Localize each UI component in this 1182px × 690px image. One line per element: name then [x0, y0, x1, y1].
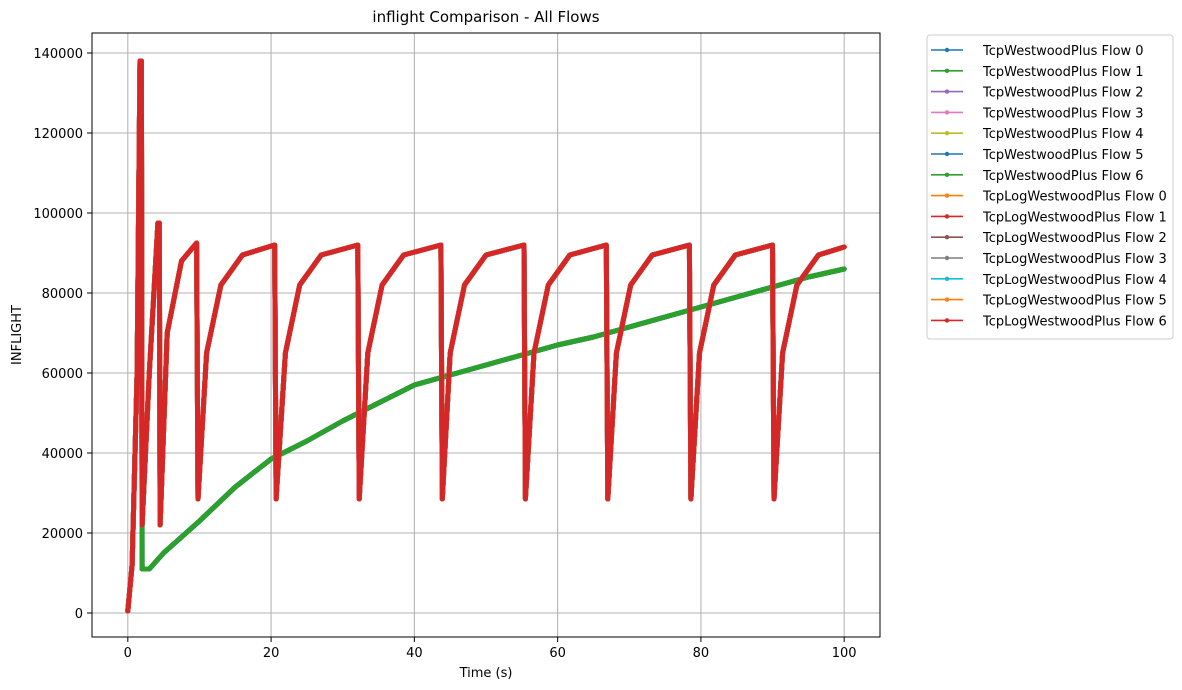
- series-lines: [125, 58, 847, 614]
- x-tick-label: 100: [832, 646, 857, 661]
- y-tick-label: 0: [75, 607, 83, 622]
- x-tick-label: 80: [693, 646, 710, 661]
- y-tick-label: 40000: [42, 447, 83, 462]
- legend-label: TcpLogWestwoodPlus Flow 3: [982, 252, 1167, 267]
- legend-box: [926, 34, 1174, 340]
- legend-label: TcpWestwoodPlus Flow 4: [982, 127, 1144, 142]
- legend-label: TcpLogWestwoodPlus Flow 1: [982, 210, 1167, 225]
- legend-swatch-marker: [944, 318, 950, 323]
- legend: TcpWestwoodPlus Flow 0 TcpWestwoodPlus Fl…: [926, 34, 1174, 340]
- x-axis-label: Time (s): [459, 666, 513, 681]
- plot-frame: [91, 32, 881, 638]
- legend-swatch-marker: [944, 214, 950, 219]
- legend-label: TcpLogWestwoodPlus Flow 6: [982, 314, 1167, 329]
- legend-swatch-marker: [944, 235, 950, 240]
- legend-label: TcpWestwoodPlus Flow 0: [982, 44, 1144, 59]
- legend-label: TcpLogWestwoodPlus Flow 5: [982, 294, 1167, 309]
- y-tick-label: 100000: [33, 207, 83, 222]
- y-tick-label: 140000: [33, 47, 83, 62]
- legend-label: TcpWestwoodPlus Flow 6: [982, 169, 1144, 184]
- legend-swatch-marker: [944, 172, 950, 177]
- series-line-13: [125, 58, 847, 614]
- legend-label: TcpLogWestwoodPlus Flow 4: [982, 273, 1167, 288]
- y-tick-label: 120000: [33, 127, 83, 142]
- x-tick-label: 40: [406, 646, 423, 661]
- legend-label: TcpWestwoodPlus Flow 5: [982, 148, 1144, 163]
- legend-swatch-marker: [944, 110, 950, 115]
- y-axis-label: INFLIGHT: [10, 305, 25, 365]
- legend-swatch-marker: [944, 276, 950, 281]
- legend-label: TcpLogWestwoodPlus Flow 0: [982, 190, 1167, 205]
- grid: [92, 33, 880, 637]
- legend-swatch-marker: [944, 131, 950, 136]
- x-tick-label: 20: [263, 646, 280, 661]
- plot-area: [92, 33, 880, 637]
- legend-label: TcpWestwoodPlus Flow 2: [982, 86, 1144, 101]
- x-tick-label: 60: [549, 646, 566, 661]
- y-tick-label: 20000: [42, 527, 83, 542]
- legend-label: TcpWestwoodPlus Flow 3: [982, 106, 1144, 121]
- chart-title: inflight Comparison - All Flows: [372, 8, 599, 26]
- legend-swatch-marker: [944, 151, 950, 157]
- legend-swatch-marker: [944, 68, 950, 74]
- legend-swatch-marker: [944, 89, 950, 94]
- legend-label: TcpWestwoodPlus Flow 1: [982, 65, 1144, 80]
- x-tick-label: 0: [124, 646, 132, 661]
- legend-label: TcpLogWestwoodPlus Flow 2: [982, 231, 1167, 246]
- legend-swatch-marker: [944, 47, 950, 53]
- y-tick-label: 60000: [42, 367, 83, 382]
- y-tick-label: 80000: [42, 287, 83, 302]
- axis-ticks: 0 20 40 60 80 100 0 20000 40000 60000 80000 100000 1…: [33, 47, 856, 661]
- legend-swatch-marker: [944, 193, 950, 198]
- legend-swatch-marker: [944, 297, 950, 302]
- legend-swatch-marker: [944, 255, 950, 261]
